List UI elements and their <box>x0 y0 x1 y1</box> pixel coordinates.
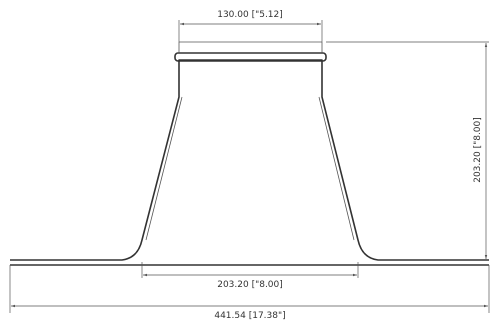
top-diameter-label: 130.00 ["5.12] <box>217 10 283 20</box>
flange-width-dimension: 441.54 [17.38"] <box>9 265 490 321</box>
base-diameter-dimension: 203.20 ["8.00] <box>141 262 359 290</box>
base-diameter-label: 203.20 ["8.00] <box>217 280 283 290</box>
cone-inner-left <box>145 96 183 241</box>
top-diameter-dimension: 130.00 ["5.12] <box>178 10 323 42</box>
height-dimension: 203.20 ["8.00] <box>326 41 489 259</box>
flange-width-label: 441.54 [17.38"] <box>214 311 285 321</box>
neck-bead-ring <box>174 52 327 62</box>
cone-inner-right <box>318 96 355 241</box>
part-outline <box>10 41 489 266</box>
height-label: 203.20 ["8.00] <box>473 117 483 183</box>
flange-and-cone-outline <box>10 59 489 261</box>
